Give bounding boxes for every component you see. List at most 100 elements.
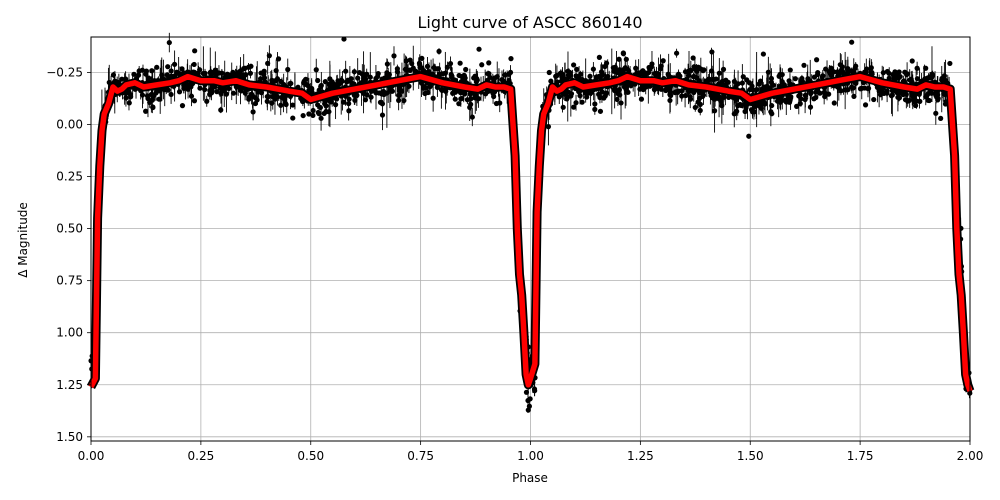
data-point — [807, 104, 814, 110]
data-point — [545, 124, 552, 130]
data-point — [403, 58, 409, 64]
data-point — [317, 104, 324, 111]
data-point — [777, 71, 783, 78]
data-point — [327, 83, 333, 89]
data-point — [361, 72, 367, 78]
data-point — [463, 66, 469, 73]
data-point — [223, 91, 230, 97]
data-point — [472, 95, 478, 101]
data-point — [831, 100, 837, 106]
data-point — [691, 89, 697, 96]
data-point — [338, 77, 344, 83]
data-point — [426, 68, 432, 75]
data-point — [322, 101, 328, 107]
data-point — [716, 94, 723, 100]
data-point — [309, 87, 315, 93]
x-tick-label: 1.50 — [737, 449, 764, 463]
data-point — [258, 90, 265, 96]
data-point — [850, 85, 856, 91]
data-point — [300, 112, 306, 119]
data-point — [468, 96, 474, 102]
data-point — [442, 70, 448, 76]
data-point — [355, 75, 361, 81]
data-point — [646, 64, 652, 71]
data-point — [575, 74, 581, 80]
data-point — [801, 62, 807, 68]
data-point — [571, 104, 577, 110]
data-point — [620, 50, 626, 56]
data-point — [367, 74, 373, 80]
data-point — [197, 85, 203, 91]
data-point — [508, 56, 514, 62]
data-point — [565, 68, 571, 74]
data-point — [917, 98, 923, 104]
y-tick-label: −0.25 — [46, 65, 83, 79]
y-axis-ticks: −0.25 0.00 0.25 0.50 0.75 1.00 1.25 1.50 — [46, 65, 91, 444]
data-point — [708, 68, 715, 74]
data-point — [176, 89, 183, 95]
data-point — [168, 68, 174, 74]
data-point — [760, 51, 766, 57]
data-point — [135, 72, 142, 78]
data-point — [406, 83, 412, 89]
data-point — [802, 92, 808, 98]
data-point — [379, 112, 386, 118]
data-point — [590, 66, 596, 72]
data-point — [346, 108, 352, 114]
data-point — [703, 78, 709, 84]
data-point — [208, 69, 214, 75]
data-point — [886, 70, 892, 76]
data-point — [139, 92, 146, 98]
data-point — [491, 93, 497, 100]
data-point — [701, 67, 707, 73]
data-point — [384, 61, 390, 67]
data-point — [396, 97, 402, 103]
data-point — [935, 97, 941, 103]
data-point — [691, 74, 698, 80]
data-point — [673, 50, 680, 56]
data-point — [156, 96, 162, 102]
data-point — [709, 49, 715, 55]
data-point — [202, 86, 208, 93]
data-point — [171, 61, 178, 67]
data-point — [618, 100, 624, 106]
data-point — [746, 133, 752, 139]
data-point — [565, 94, 571, 100]
data-point — [473, 79, 479, 85]
data-point — [269, 100, 275, 106]
y-axis-label: Δ Magnitude — [16, 202, 30, 278]
data-point — [131, 71, 137, 77]
data-point — [313, 67, 319, 73]
data-point — [396, 92, 402, 99]
x-tick-label: 1.25 — [627, 449, 654, 463]
data-point — [693, 68, 700, 74]
x-axis-label: Phase — [512, 471, 548, 485]
data-point — [214, 89, 220, 95]
data-point — [560, 76, 567, 82]
data-point — [757, 78, 764, 84]
data-point — [288, 80, 294, 87]
data-point — [739, 80, 745, 86]
data-point — [372, 89, 379, 95]
data-point — [851, 93, 857, 99]
data-point — [692, 104, 698, 111]
data-point — [546, 69, 552, 76]
data-point — [126, 100, 132, 106]
data-point — [808, 90, 814, 97]
data-point — [573, 100, 579, 106]
data-point — [247, 70, 254, 76]
data-point — [603, 90, 609, 96]
model-curve — [87, 72, 975, 393]
data-point — [506, 77, 512, 84]
data-point — [174, 69, 180, 75]
data-point — [416, 60, 423, 66]
data-point — [249, 93, 256, 99]
data-point — [179, 66, 185, 72]
data-point — [202, 70, 208, 76]
data-point — [925, 97, 931, 103]
data-point — [723, 77, 729, 83]
data-point — [746, 80, 753, 86]
data-point — [261, 71, 267, 77]
data-point — [597, 108, 604, 114]
